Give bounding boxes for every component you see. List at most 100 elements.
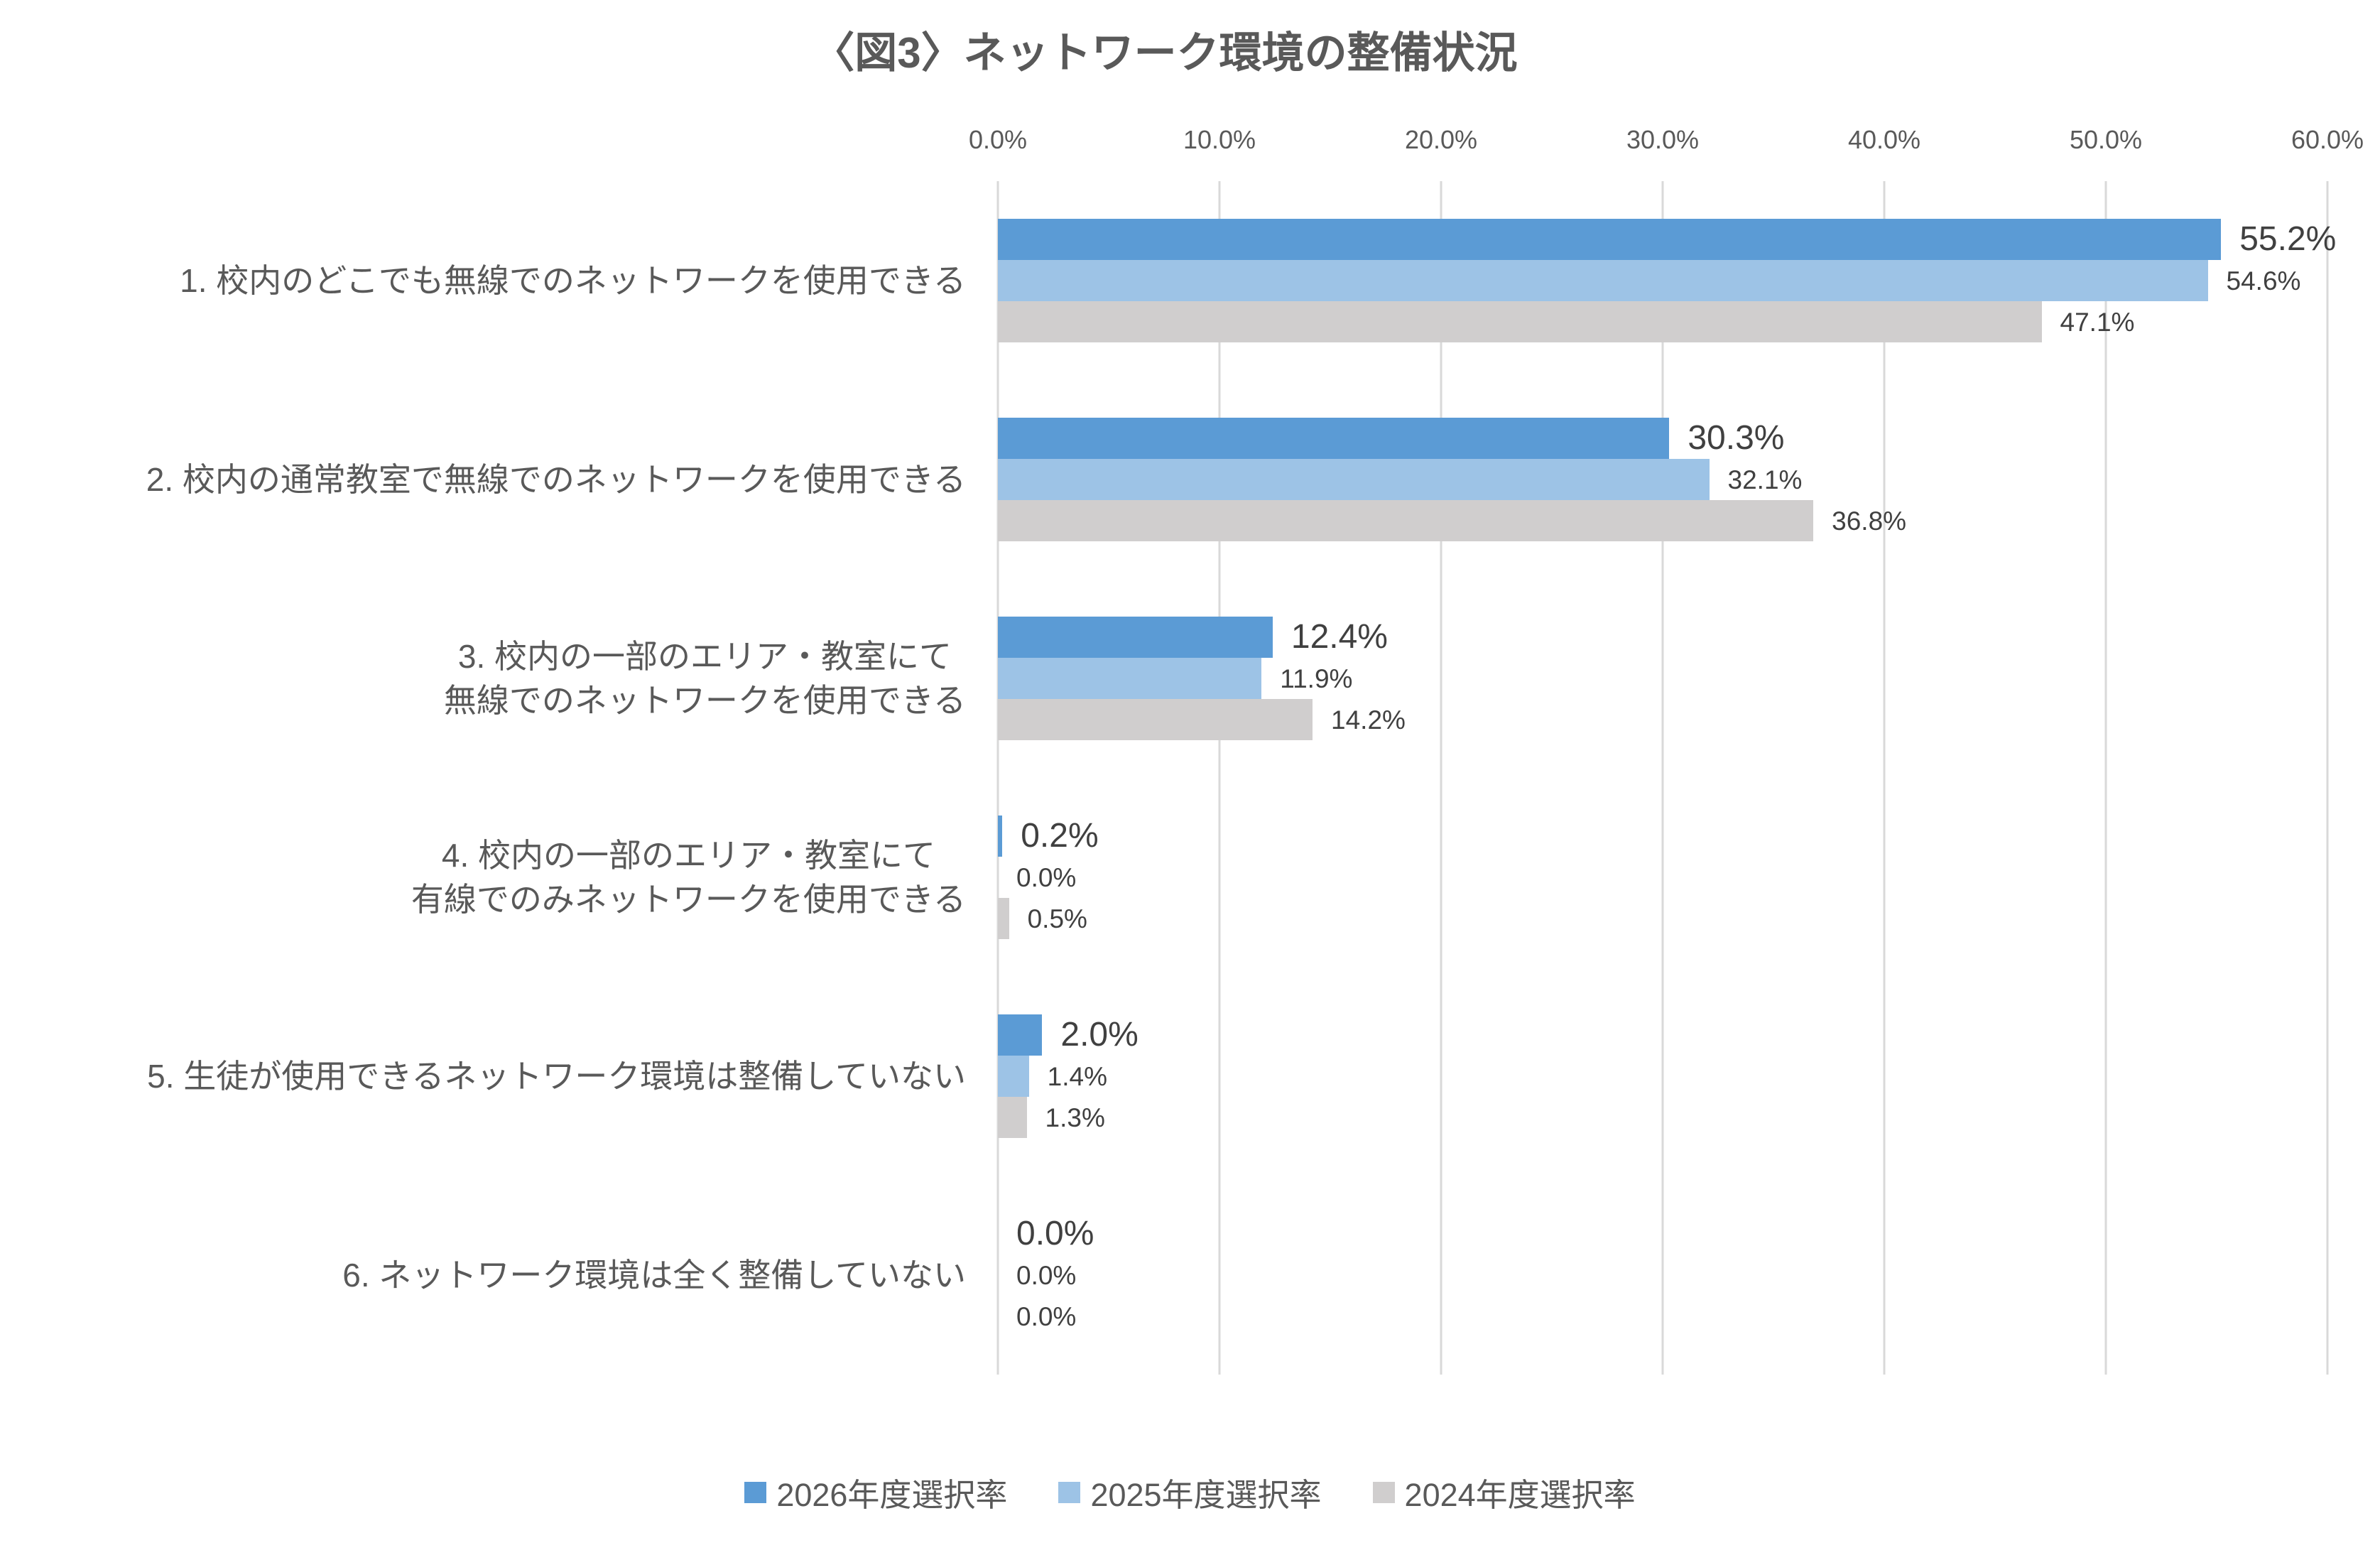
value-label: 14.2% bbox=[1331, 705, 1406, 735]
bar bbox=[998, 617, 1273, 658]
x-axis-tick: 40.0% bbox=[1847, 125, 1921, 154]
bar bbox=[998, 1097, 1027, 1138]
bar-row: 30.3% bbox=[998, 418, 2327, 459]
x-axis-tick: 30.0% bbox=[1626, 125, 1700, 154]
bar-row: 0.0% bbox=[998, 857, 2327, 898]
gridline bbox=[1440, 181, 1442, 1375]
x-axis-tick: 50.0% bbox=[2069, 125, 2143, 154]
bar-group: 0.2% 0.0% 0.5% bbox=[998, 778, 2327, 977]
gridline bbox=[2104, 181, 2107, 1375]
value-label: 0.0% bbox=[1016, 862, 1077, 892]
bar-row: 11.9% bbox=[998, 658, 2327, 699]
bar-row: 32.1% bbox=[998, 459, 2327, 500]
gridline bbox=[996, 181, 999, 1375]
category-label-line: 3. 校内の一部のエリア・教室にて bbox=[457, 638, 952, 675]
category-label-line: 有線でのみネットワークを使用できる bbox=[411, 881, 966, 918]
category-label: 5. 生徒が使用できるネットワーク環境は整備していない bbox=[0, 977, 966, 1176]
category-label: 3. 校内の一部のエリア・教室にて 無線でのネットワークを使用できる bbox=[0, 579, 966, 778]
legend: 2026年度選択率 2025年度選択率 2024年度選択率 bbox=[0, 1469, 2380, 1515]
bar-row: 12.4% bbox=[998, 617, 2327, 658]
legend-label: 2025年度選択率 bbox=[1090, 1477, 1322, 1513]
bar bbox=[998, 1056, 1029, 1097]
value-label: 36.8% bbox=[1832, 506, 1907, 536]
gridline bbox=[1218, 181, 1221, 1375]
legend-item: 2024年度選択率 bbox=[1372, 1469, 1636, 1515]
bar-row: 1.3% bbox=[998, 1097, 2327, 1138]
category-label-text: 1. 校内のどこでも無線でのネットワークを使用できる bbox=[180, 259, 966, 303]
bar-row: 0.5% bbox=[998, 898, 2327, 939]
value-label: 11.9% bbox=[1280, 663, 1353, 693]
gridline bbox=[1883, 181, 1886, 1375]
bar bbox=[998, 260, 2208, 301]
legend-label: 2026年度選択率 bbox=[776, 1477, 1008, 1513]
bar-row: 0.0% bbox=[998, 1255, 2327, 1296]
bar-group: 0.0% 0.0% 0.0% bbox=[998, 1176, 2327, 1375]
value-label: 0.0% bbox=[1016, 1215, 1094, 1252]
category-label-line: 2. 校内の通常教室で無線でのネットワークを使用できる bbox=[146, 461, 966, 498]
bar-group: 30.3% 32.1% 36.8% bbox=[998, 380, 2327, 579]
bar-group: 12.4% 11.9% 14.2% bbox=[998, 579, 2327, 778]
value-label: 2.0% bbox=[1060, 1016, 1139, 1053]
category-label-text: 6. ネットワーク環境は全く整備していない bbox=[342, 1253, 966, 1297]
bar bbox=[998, 1014, 1043, 1056]
bar-groups: 55.2% 54.6% 47.1% 30.3% 32.1% 36.8% 12.4% 11.9%… bbox=[998, 181, 2336, 1375]
category-label: 1. 校内のどこでも無線でのネットワークを使用できる bbox=[0, 181, 966, 380]
category-label-text: 2. 校内の通常教室で無線でのネットワークを使用できる bbox=[146, 457, 966, 502]
legend-label: 2024年度選択率 bbox=[1404, 1477, 1636, 1513]
bar bbox=[998, 898, 1009, 939]
category-label: 4. 校内の一部のエリア・教室にて 有線でのみネットワークを使用できる bbox=[0, 778, 966, 977]
x-axis-tick: 20.0% bbox=[1404, 125, 1478, 154]
bar-row: 47.1% bbox=[998, 301, 2327, 342]
category-label-line: 4. 校内の一部のエリア・教室にて bbox=[441, 837, 936, 874]
gridline bbox=[2326, 181, 2329, 1375]
bar-row: 0.2% bbox=[998, 816, 2327, 857]
legend-swatch bbox=[744, 1481, 767, 1503]
bar-row: 36.8% bbox=[998, 500, 2327, 541]
bar-row: 0.0% bbox=[998, 1296, 2327, 1337]
value-label: 0.5% bbox=[1027, 904, 1087, 933]
category-label-text: 3. 校内の一部のエリア・教室にて 無線でのネットワークを使用できる bbox=[444, 634, 966, 722]
bar-row: 1.4% bbox=[998, 1056, 2327, 1097]
bar bbox=[998, 301, 2042, 342]
bar-group: 2.0% 1.4% 1.3% bbox=[998, 977, 2327, 1176]
category-axis: 1. 校内のどこでも無線でのネットワークを使用できる 2. 校内の通常教室で無線で… bbox=[0, 181, 966, 1375]
bar-row: 0.0% bbox=[998, 1213, 2327, 1255]
category-label-line: 1. 校内のどこでも無線でのネットワークを使用できる bbox=[180, 262, 966, 299]
category-label-line: 5. 生徒が使用できるネットワーク環境は整備していない bbox=[147, 1058, 966, 1095]
legend-item: 2026年度選択率 bbox=[744, 1469, 1007, 1515]
gridline bbox=[1661, 181, 1664, 1375]
bar-row: 55.2% bbox=[998, 219, 2336, 260]
value-label: 0.2% bbox=[1021, 817, 1099, 855]
category-label-text: 4. 校内の一部のエリア・教室にて 有線でのみネットワークを使用できる bbox=[411, 833, 966, 921]
category-label: 6. ネットワーク環境は全く整備していない bbox=[0, 1176, 966, 1375]
legend-item: 2025年度選択率 bbox=[1058, 1469, 1322, 1515]
value-label: 54.6% bbox=[2226, 266, 2301, 296]
x-axis-tick: 10.0% bbox=[1183, 125, 1256, 154]
value-label: 47.1% bbox=[2060, 307, 2135, 337]
bar-row: 54.6% bbox=[998, 260, 2327, 301]
gridlines bbox=[996, 181, 2329, 1375]
chart-title: 〈図3〉ネットワーク環境の整備状況 bbox=[812, 29, 1518, 77]
category-label: 2. 校内の通常教室で無線でのネットワークを使用できる bbox=[0, 380, 966, 579]
bar-group: 55.2% 54.6% 47.1% bbox=[998, 181, 2336, 380]
value-label: 55.2% bbox=[2239, 220, 2337, 258]
x-axis: 0.0% 10.0% 20.0% 30.0% 40.0% 50.0% 60.0% bbox=[969, 125, 2364, 158]
value-label: 0.0% bbox=[1016, 1260, 1077, 1290]
value-label: 30.3% bbox=[1688, 419, 1785, 457]
value-label: 12.4% bbox=[1290, 618, 1388, 656]
legend-swatch bbox=[1058, 1481, 1081, 1503]
bar bbox=[998, 658, 1262, 699]
value-label: 1.3% bbox=[1045, 1102, 1105, 1132]
category-label-line: 6. ネットワーク環境は全く整備していない bbox=[342, 1257, 966, 1294]
value-label: 0.0% bbox=[1016, 1301, 1077, 1331]
bar-row: 2.0% bbox=[998, 1014, 2327, 1056]
category-label-text: 5. 生徒が使用できるネットワーク環境は整備していない bbox=[147, 1054, 966, 1098]
value-label: 1.4% bbox=[1047, 1061, 1108, 1091]
bar bbox=[998, 816, 1003, 857]
category-label-line: 無線でのネットワークを使用できる bbox=[443, 682, 966, 719]
legend-swatch bbox=[1372, 1481, 1395, 1503]
plot-area: 55.2% 54.6% 47.1% 30.3% 32.1% 36.8% 12.4% 11.9%… bbox=[996, 181, 2336, 1375]
bar bbox=[998, 500, 1814, 541]
bar-row: 14.2% bbox=[998, 699, 2327, 740]
